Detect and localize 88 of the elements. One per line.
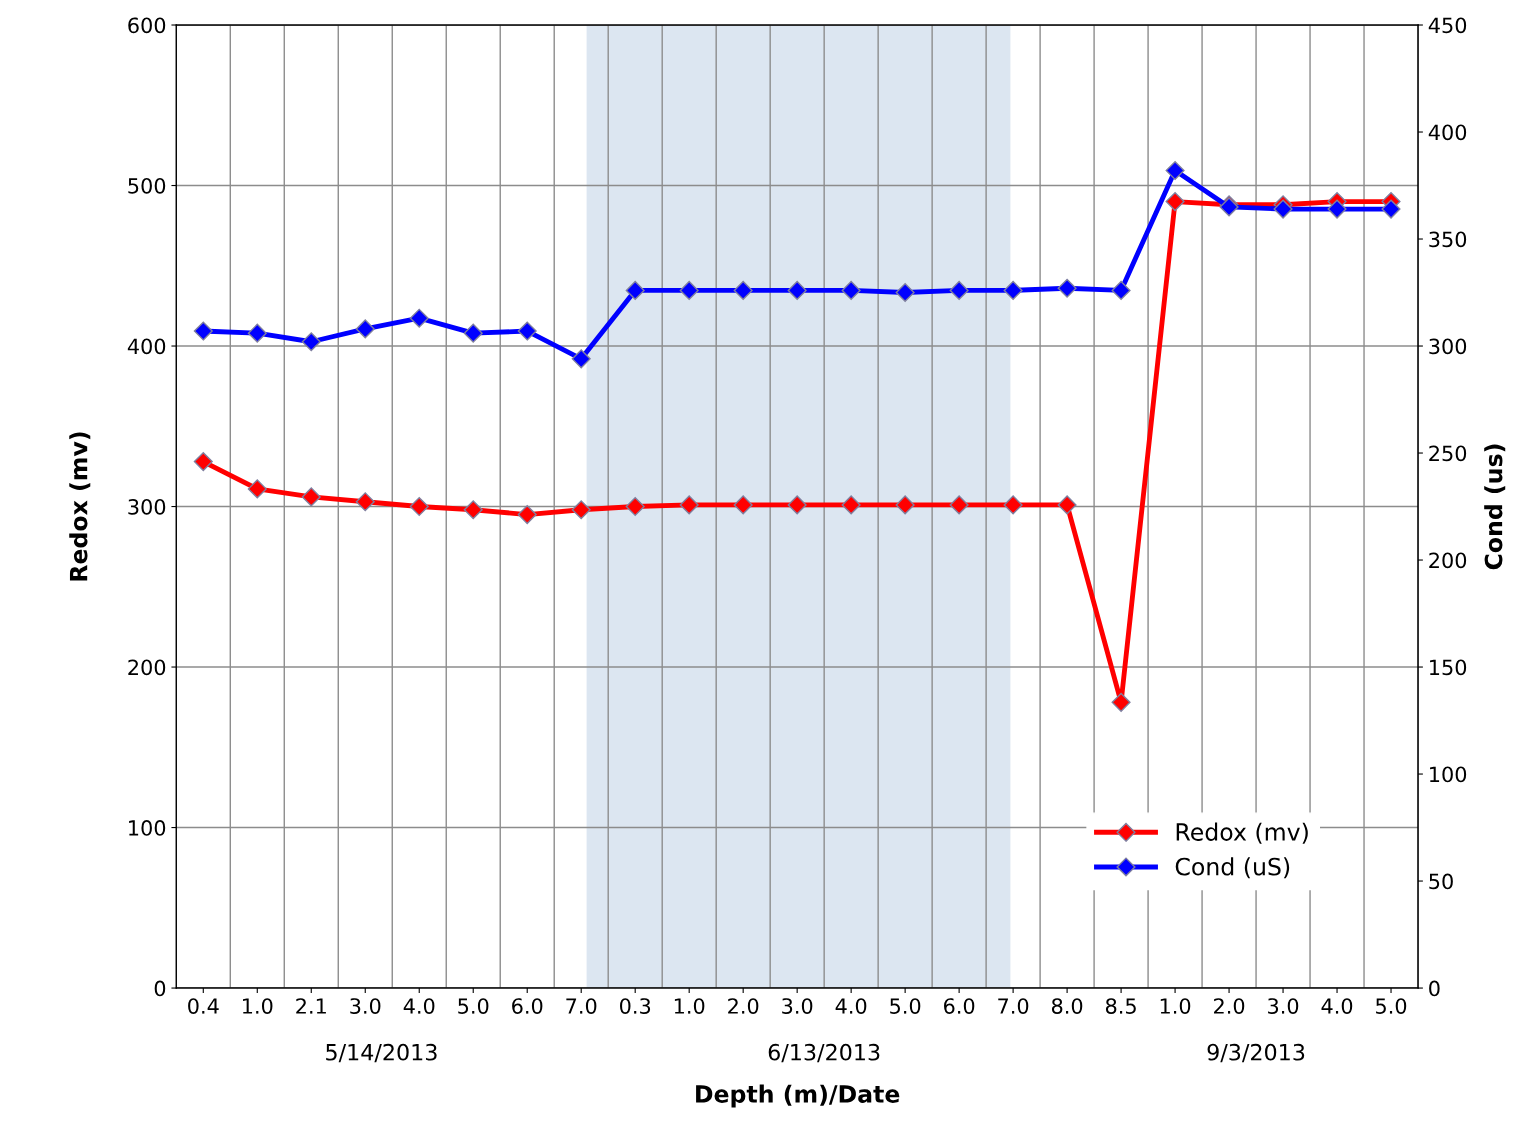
point bbox=[1111, 692, 1131, 712]
x-axis-title: Depth (m)/Date bbox=[696, 1084, 900, 1108]
y2-axis-title: Cond (us) bbox=[1484, 444, 1506, 570]
point bbox=[463, 500, 483, 520]
point bbox=[625, 496, 645, 517]
x-tick-label: 5.0 bbox=[890, 998, 921, 1014]
x-tick-label: 1.0 bbox=[243, 998, 273, 1014]
point bbox=[355, 492, 375, 512]
point bbox=[517, 505, 537, 525]
x-tick-label: 4.0 bbox=[1321, 998, 1353, 1014]
x-tick-label: 3.0 bbox=[350, 998, 381, 1014]
x-tick-label: 8.5 bbox=[1105, 998, 1136, 1014]
point bbox=[1003, 280, 1023, 300]
x-tick-label: 4.0 bbox=[835, 998, 867, 1014]
y2-tick-label: 150 bbox=[1430, 659, 1467, 676]
x-tick-label: 8.0 bbox=[1051, 998, 1083, 1014]
x-tick-label: 0.4 bbox=[188, 998, 219, 1014]
point bbox=[409, 496, 429, 517]
y2-tick-label: 350 bbox=[1429, 231, 1467, 248]
point bbox=[787, 280, 807, 300]
legend-label: Redox (mv) bbox=[1176, 822, 1308, 844]
legend-label: Cond (uS) bbox=[1175, 857, 1290, 879]
point bbox=[409, 308, 429, 328]
point bbox=[193, 321, 213, 341]
point bbox=[949, 495, 969, 515]
text: 6/13/2013 bbox=[768, 1043, 880, 1063]
point bbox=[733, 495, 753, 515]
y2-tick-label: 450 bbox=[1428, 17, 1467, 34]
y2-tick-label: 50 bbox=[1429, 873, 1453, 890]
point bbox=[301, 332, 321, 352]
y-tick-label: 500 bbox=[128, 177, 166, 194]
point bbox=[1381, 199, 1401, 219]
y2-tick-label: 200 bbox=[1429, 552, 1467, 569]
text: 5/14/2013 bbox=[326, 1043, 437, 1063]
x-tick-label: 7.0 bbox=[566, 998, 597, 1014]
point bbox=[1165, 192, 1185, 212]
y-tick-label: 0 bbox=[154, 980, 166, 997]
y2-tick-label: 400 bbox=[1428, 124, 1467, 141]
y2-tick-label: 300 bbox=[1429, 338, 1467, 355]
point bbox=[1165, 161, 1185, 181]
point bbox=[247, 479, 267, 499]
y-tick-label: 600 bbox=[128, 17, 166, 34]
text: 9/3/2013 bbox=[1207, 1043, 1305, 1063]
x-tick-label: 5.0 bbox=[1376, 998, 1407, 1014]
y-tick-label: 100 bbox=[129, 820, 166, 836]
x-tick-label: 4.0 bbox=[403, 998, 435, 1014]
point bbox=[301, 487, 321, 507]
y-tick-label: 300 bbox=[128, 498, 166, 515]
point bbox=[1057, 495, 1077, 515]
x-tick-label: 6.0 bbox=[512, 998, 543, 1014]
point bbox=[355, 319, 375, 339]
point bbox=[895, 282, 915, 303]
x-tick-label: 3.0 bbox=[782, 998, 813, 1014]
point bbox=[679, 495, 699, 515]
point bbox=[1057, 278, 1077, 298]
point bbox=[463, 323, 483, 343]
point bbox=[841, 280, 861, 300]
y2-tick-label: 250 bbox=[1429, 445, 1467, 462]
point bbox=[571, 500, 591, 520]
x-tick-label: 6.0 bbox=[944, 998, 975, 1014]
point bbox=[895, 495, 915, 515]
y-tick-label: 200 bbox=[128, 659, 166, 676]
y-tick-label: 400 bbox=[127, 338, 166, 355]
point bbox=[949, 280, 969, 300]
x-tick-label: 0.3 bbox=[620, 998, 651, 1014]
point bbox=[733, 280, 753, 300]
x-tick-label: 3.0 bbox=[1268, 998, 1299, 1014]
x-tick-label: 7.0 bbox=[998, 998, 1029, 1014]
x-tick-label: 5.0 bbox=[458, 998, 489, 1014]
point bbox=[787, 495, 807, 515]
point bbox=[679, 280, 699, 300]
point bbox=[571, 349, 591, 369]
point bbox=[247, 323, 267, 343]
x-tick-label: 2.0 bbox=[1214, 998, 1245, 1014]
x-tick-label: 2.0 bbox=[728, 998, 759, 1014]
y2-tick-label: 100 bbox=[1430, 766, 1467, 783]
y2-tick-label: 0 bbox=[1429, 980, 1440, 997]
y-axis-title: Redox (mv) bbox=[69, 432, 91, 581]
point bbox=[193, 452, 213, 472]
x-tick-label: 1.0 bbox=[1160, 998, 1191, 1014]
point bbox=[517, 321, 537, 341]
point bbox=[1003, 495, 1023, 515]
x-tick-label: 1.0 bbox=[674, 998, 705, 1014]
x-tick-label: 2.1 bbox=[296, 998, 326, 1014]
point bbox=[1327, 199, 1347, 219]
point bbox=[1111, 280, 1131, 300]
point bbox=[625, 280, 645, 300]
point bbox=[841, 495, 861, 515]
